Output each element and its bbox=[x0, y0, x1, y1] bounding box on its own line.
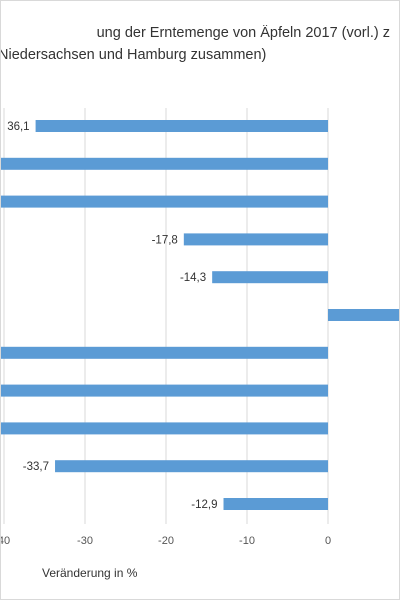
bar-data-label: -14,3 bbox=[180, 272, 206, 284]
x-tick-label: -30 bbox=[77, 535, 93, 547]
x-tick-layer: 40 -30 -20 -10 0 bbox=[0, 535, 331, 547]
x-tick-label: 40 bbox=[0, 535, 10, 547]
bar bbox=[183, 233, 328, 246]
bar-data-label: -33,7 bbox=[23, 461, 49, 473]
x-tick-label: -10 bbox=[239, 535, 255, 547]
bar bbox=[35, 120, 329, 132]
chart-title-line-1: ung der Erntemenge von Äpfeln 2017 (vorl… bbox=[96, 25, 390, 41]
bar-data-label: 36,1 bbox=[7, 121, 29, 133]
x-tick-label: -20 bbox=[158, 535, 174, 547]
chart-title-line-2: Niedersachsen und Hamburg zusammen) bbox=[0, 47, 267, 63]
bar bbox=[0, 384, 329, 397]
bar bbox=[0, 195, 329, 208]
x-tick-label: 0 bbox=[325, 535, 331, 547]
data-label-layer: 36,1 -17,8 -14,3 -33,7 -12,9 bbox=[7, 121, 217, 511]
bar bbox=[0, 157, 329, 170]
bar-data-label: -17,8 bbox=[152, 234, 178, 246]
bar bbox=[0, 346, 329, 359]
bar bbox=[328, 309, 400, 321]
bar bbox=[223, 498, 328, 510]
bar bbox=[212, 271, 328, 284]
bar-layer bbox=[0, 120, 400, 510]
x-axis-label: Veränderung in % bbox=[42, 566, 138, 580]
bar-data-label: -12,9 bbox=[191, 499, 217, 511]
bar bbox=[55, 460, 328, 473]
bar bbox=[0, 422, 329, 435]
